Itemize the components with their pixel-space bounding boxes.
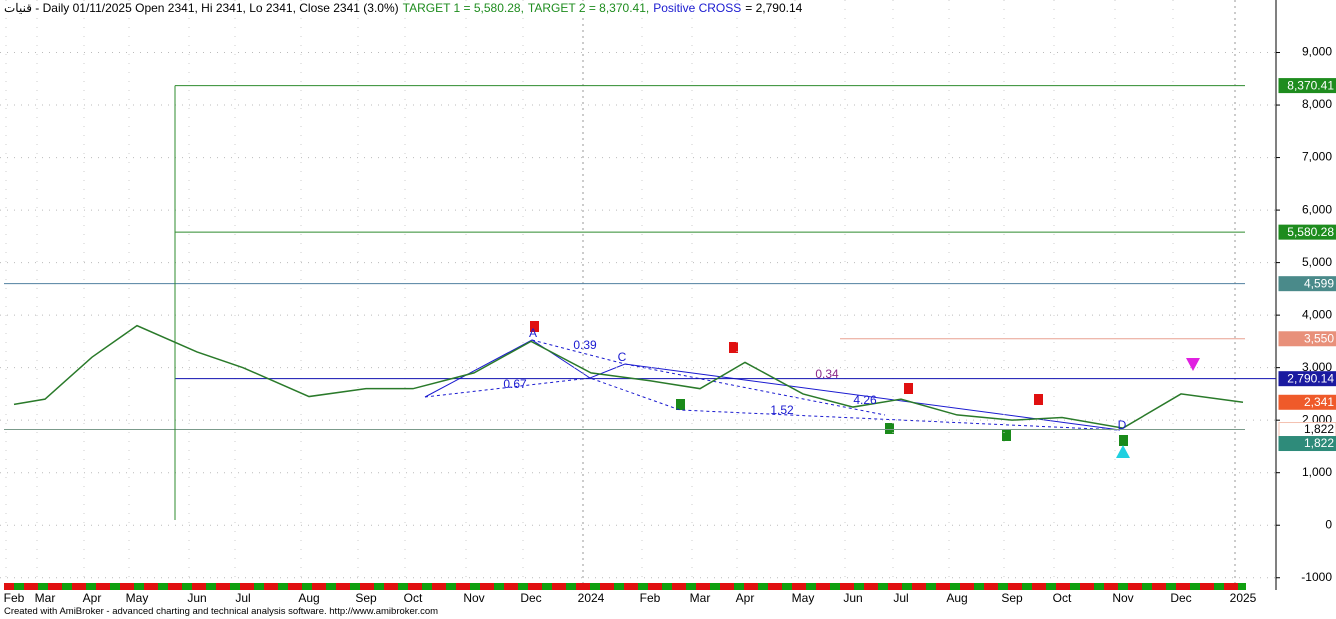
annotation: D [1118, 418, 1127, 432]
pattern-line [424, 377, 1121, 431]
footer: Created with AmiBroker - advanced charti… [4, 606, 439, 617]
pattern-line [424, 339, 1121, 431]
x-tick-label: Aug [298, 591, 319, 605]
level-label-box [1278, 436, 1336, 452]
x-tick-label: Oct [1053, 591, 1072, 605]
level-label: 2,790.14 [1287, 371, 1334, 385]
y-tick-label: -1000 [1301, 570, 1332, 584]
x-tick-label: 2024 [578, 591, 605, 605]
pattern-lines [424, 339, 1121, 431]
sell-marker [729, 342, 738, 353]
annotation: 0.34 [815, 367, 839, 381]
y-tick-label: 3,000 [1302, 360, 1332, 374]
y-tick-label: 8,000 [1302, 97, 1332, 111]
x-tick-label: Jun [843, 591, 862, 605]
level-label: 1,822 [1304, 422, 1334, 436]
annotation: 0.39 [573, 338, 597, 352]
level-label: 8,370.41 [1287, 78, 1334, 92]
x-tick-label: Aug [946, 591, 967, 605]
level-label-box [1278, 276, 1336, 292]
down-triangle [1186, 358, 1200, 371]
buy-marker [1002, 430, 1011, 441]
x-tick-label: 2025 [1230, 591, 1257, 605]
x-tick-label: May [792, 591, 815, 605]
x-tick-label: Jun [187, 591, 206, 605]
header-part: TARGET 1 = 5,580.28, [402, 1, 524, 15]
annotation: 0.67 [503, 377, 527, 391]
x-tick-label: Mar [690, 591, 711, 605]
level-label: 5,580.28 [1287, 225, 1334, 239]
header-part: TARGET 2 = 8,370.41, [527, 1, 650, 15]
price-line [13, 324, 1244, 429]
header-part: = 2,790.14 [745, 1, 803, 15]
annotation: 4.26 [853, 393, 877, 407]
sell-marker [1034, 394, 1043, 405]
trend-strip [4, 583, 1246, 590]
level-label-box [1278, 224, 1336, 240]
y-tick-label: 9,000 [1302, 45, 1332, 59]
header-part: Positive CROSS [653, 1, 742, 15]
plot-area [0, 0, 1276, 583]
buy-marker [1119, 435, 1128, 446]
chart-header: قنيات - Daily 01/11/2025 Open 2341, Hi 2… [4, 1, 807, 15]
x-tick-label: Jul [893, 591, 908, 605]
annotation: C [618, 350, 627, 364]
x-tick-label: Feb [4, 591, 25, 605]
y-tick-label: 5,000 [1302, 255, 1332, 269]
level-label-box [1278, 78, 1336, 94]
x-tick-label: Nov [1112, 591, 1133, 605]
level-label: 2,341 [1304, 395, 1334, 409]
x-tick-label: Mar [35, 591, 56, 605]
x-tick-label: Sep [355, 591, 377, 605]
x-tick-label: Sep [1001, 591, 1023, 605]
x-tick-label: Oct [404, 591, 423, 605]
buy-marker [676, 399, 685, 410]
x-tick-label: Nov [463, 591, 484, 605]
sell-marker [904, 383, 913, 394]
y-tick-label: 6,000 [1302, 202, 1332, 216]
level-label: 3,550 [1304, 331, 1334, 345]
signal-markers [530, 321, 1200, 458]
y-tick-label: 4,000 [1302, 307, 1332, 321]
y-tick-label: 0 [1325, 517, 1332, 531]
sell-marker [530, 321, 539, 332]
level-label: 1,822 [1304, 436, 1334, 450]
annotation: A [529, 326, 537, 340]
level-label-box [1278, 394, 1336, 410]
buy-marker [885, 423, 894, 434]
y-tick-label: 7,000 [1302, 150, 1332, 164]
annotation: 1.52 [770, 403, 794, 417]
x-tick-label: Dec [520, 591, 541, 605]
x-tick-label: Apr [83, 591, 102, 605]
x-tick-label: May [126, 591, 149, 605]
x-tick-label: Jul [235, 591, 250, 605]
x-tick-label: Apr [736, 591, 755, 605]
chart-title: قنيات - Daily 01/11/2025 Open 2341, Hi 2… [4, 1, 399, 15]
x-tick-label: Feb [640, 591, 661, 605]
up-triangle [1116, 445, 1130, 458]
y-tick-label: 1,000 [1302, 465, 1332, 479]
level-label: 4,599 [1304, 276, 1334, 290]
pattern-line [531, 339, 886, 416]
level-label-box [1278, 331, 1336, 347]
level-label-box [1278, 371, 1336, 387]
x-tick-label: Dec [1170, 591, 1191, 605]
